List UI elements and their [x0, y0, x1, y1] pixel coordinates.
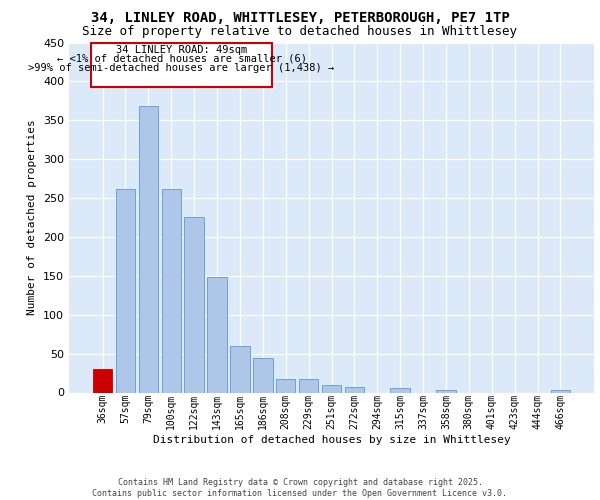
Y-axis label: Number of detached properties: Number of detached properties	[28, 120, 37, 316]
Bar	[344, 387, 364, 392]
Bar	[208, 278, 227, 392]
Bar	[93, 369, 112, 392]
Bar	[116, 188, 135, 392]
Text: ← <1% of detached houses are smaller (6): ← <1% of detached houses are smaller (6)	[56, 54, 307, 64]
Text: >99% of semi-detached houses are larger (1,438) →: >99% of semi-detached houses are larger …	[28, 63, 335, 73]
Bar	[276, 378, 295, 392]
Bar	[184, 216, 204, 392]
Bar	[253, 358, 272, 392]
Bar	[139, 106, 158, 393]
Bar	[391, 388, 410, 392]
Text: Contains HM Land Registry data © Crown copyright and database right 2025.
Contai: Contains HM Land Registry data © Crown c…	[92, 478, 508, 498]
Bar	[322, 384, 341, 392]
Text: Size of property relative to detached houses in Whittlesey: Size of property relative to detached ho…	[83, 25, 517, 38]
Bar	[436, 390, 455, 392]
Bar	[299, 378, 319, 392]
Bar	[230, 346, 250, 393]
FancyBboxPatch shape	[91, 42, 272, 87]
Bar	[551, 390, 570, 392]
Bar	[161, 188, 181, 392]
X-axis label: Distribution of detached houses by size in Whittlesey: Distribution of detached houses by size …	[152, 434, 511, 444]
Text: 34, LINLEY ROAD, WHITTLESEY, PETERBOROUGH, PE7 1TP: 34, LINLEY ROAD, WHITTLESEY, PETERBOROUG…	[91, 11, 509, 25]
Text: 34 LINLEY ROAD: 49sqm: 34 LINLEY ROAD: 49sqm	[116, 44, 247, 54]
